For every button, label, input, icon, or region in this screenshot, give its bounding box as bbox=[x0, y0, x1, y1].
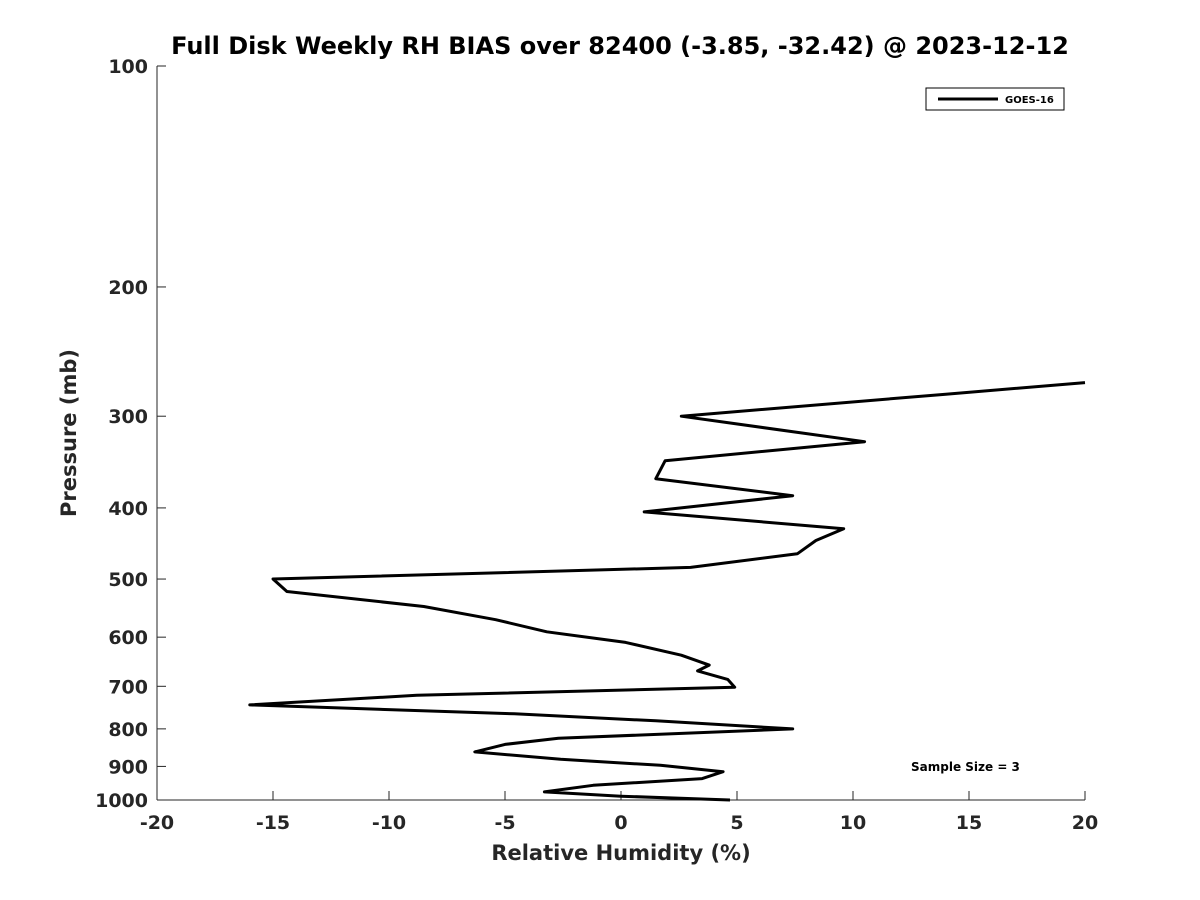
chart-title: Full Disk Weekly RH BIAS over 82400 (-3.… bbox=[171, 32, 1069, 60]
y-tick-label: 900 bbox=[108, 756, 148, 778]
y-tick-label: 800 bbox=[108, 719, 148, 741]
x-tick-label: -15 bbox=[256, 812, 290, 834]
y-tick-label: 500 bbox=[108, 569, 148, 591]
y-tick-label: 700 bbox=[108, 676, 148, 698]
y-tick-label: 300 bbox=[108, 406, 148, 428]
y-tick-label: 600 bbox=[108, 627, 148, 649]
x-tick-label: -10 bbox=[372, 812, 406, 834]
x-tick-group: -20 -15 -10 -5 0 5 10 15 20 bbox=[140, 791, 1098, 834]
x-tick-label: -5 bbox=[494, 812, 515, 834]
legend-label: GOES-16 bbox=[1005, 95, 1054, 106]
x-tick-label: 20 bbox=[1072, 812, 1098, 834]
x-tick-label: 10 bbox=[840, 812, 866, 834]
x-tick-label: 5 bbox=[730, 812, 743, 834]
y-tick-label: 100 bbox=[108, 56, 148, 78]
sample-size-annotation: Sample Size = 3 bbox=[911, 760, 1020, 774]
y-tick-label: 200 bbox=[108, 277, 148, 299]
y-axis-label: Pressure (mb) bbox=[57, 349, 81, 517]
x-tick-label: -20 bbox=[140, 812, 174, 834]
y-tick-group: 100 200 300 400 500 600 700 800 900 1000 bbox=[95, 56, 166, 812]
x-tick-label: 0 bbox=[614, 812, 627, 834]
series-line-goes-16 bbox=[248, 381, 1086, 802]
y-tick-label: 1000 bbox=[95, 790, 148, 812]
legend: GOES-16 bbox=[925, 87, 1065, 111]
series-layer bbox=[248, 381, 1086, 802]
x-tick-label: 15 bbox=[956, 812, 982, 834]
x-axis-label: Relative Humidity (%) bbox=[491, 841, 750, 865]
y-tick-label: 400 bbox=[108, 498, 148, 520]
